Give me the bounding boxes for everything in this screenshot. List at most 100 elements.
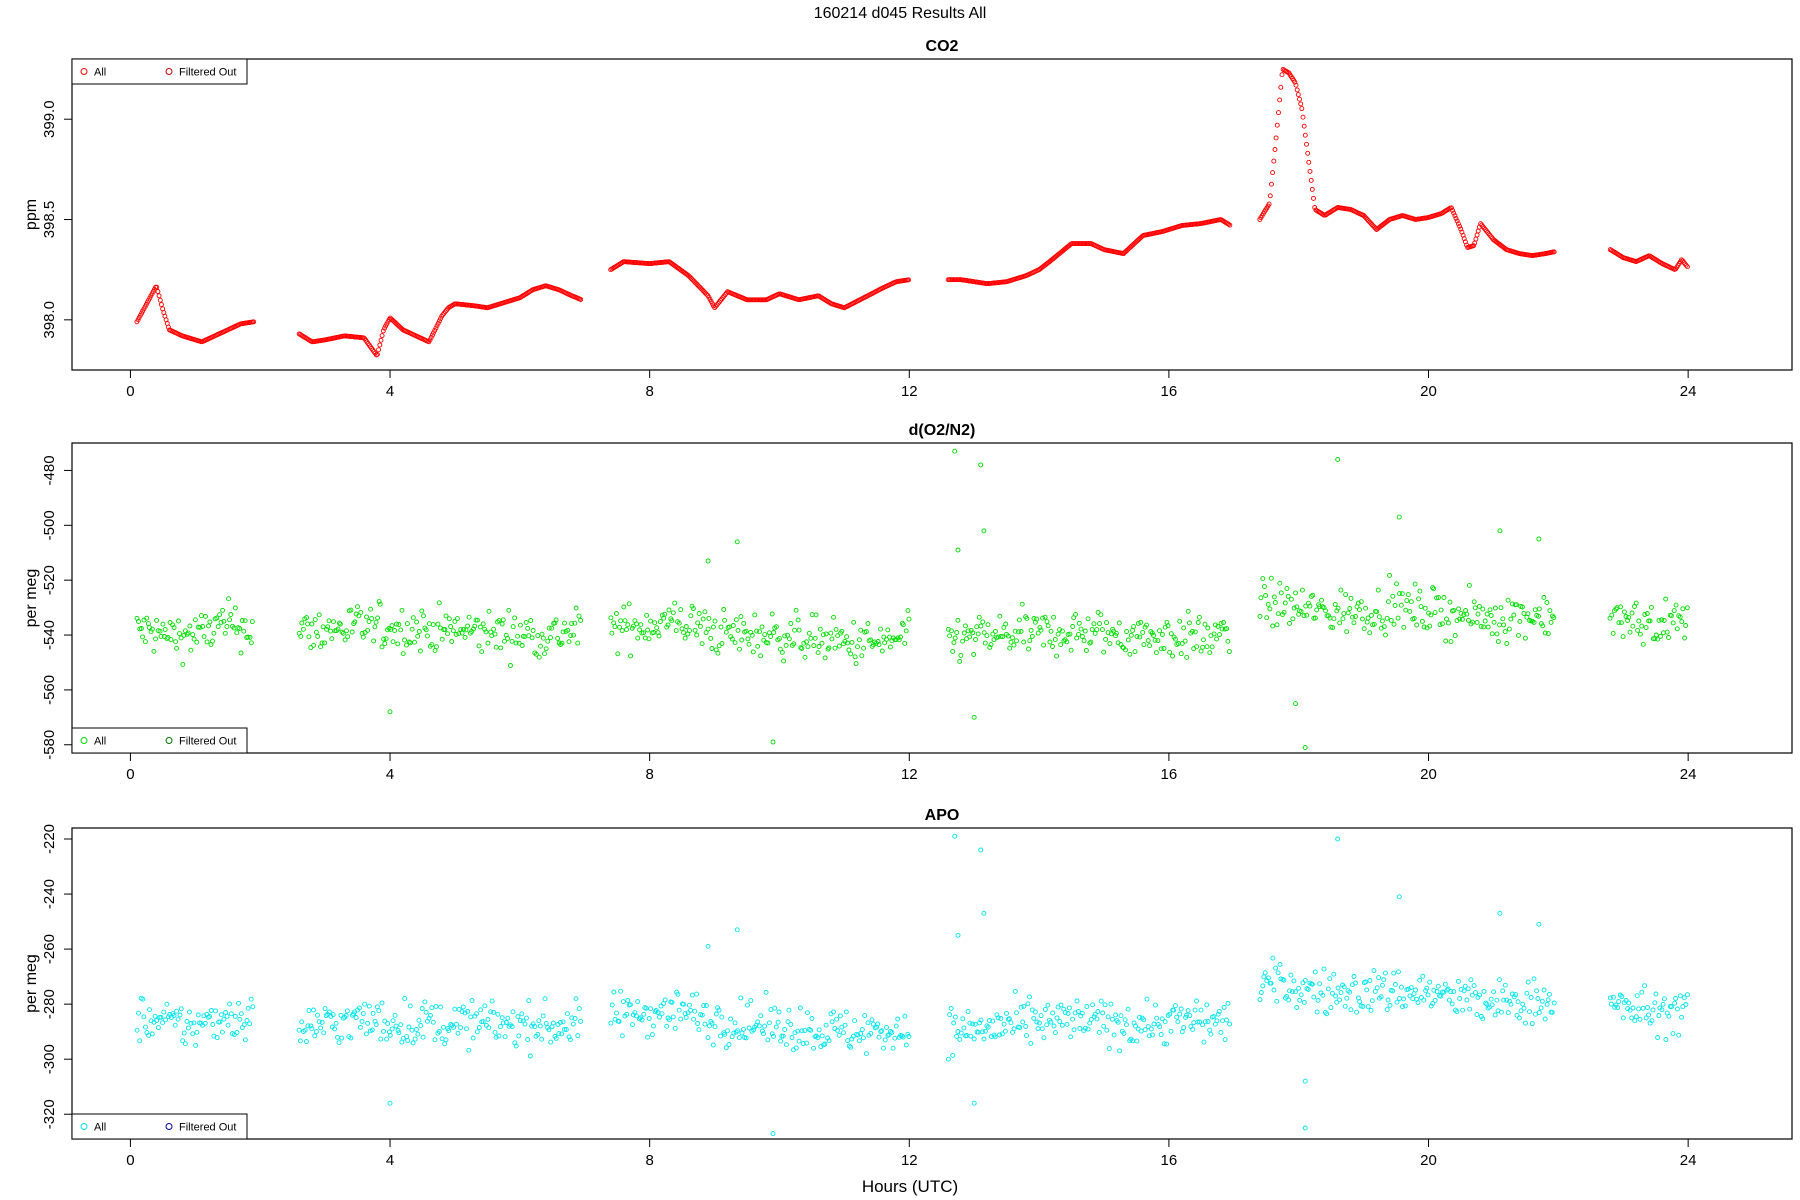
data-point (846, 1043, 852, 1049)
data-point (1548, 619, 1554, 625)
data-point (1168, 1028, 1174, 1034)
data-point (745, 1002, 750, 1008)
data-point (1331, 971, 1337, 977)
data-point (1021, 639, 1027, 645)
data-point (828, 630, 834, 636)
data-point (1272, 147, 1278, 152)
data-point (1367, 978, 1373, 983)
data-point (1506, 626, 1512, 632)
data-point (977, 1020, 983, 1026)
data-point (799, 1028, 805, 1034)
data-point (1378, 994, 1384, 1000)
data-point (200, 624, 206, 629)
data-point (342, 637, 348, 643)
data-point (902, 640, 908, 646)
data-point (1451, 210, 1457, 216)
data-point (154, 1018, 160, 1023)
data-point (1451, 989, 1457, 995)
data-point (486, 1025, 492, 1031)
data-point (1432, 997, 1438, 1003)
data-point (569, 621, 575, 627)
data-point (1145, 638, 1151, 644)
data-point (1488, 996, 1494, 1002)
legend-label: All (94, 736, 106, 748)
data-point (1204, 644, 1210, 650)
data-point (865, 1020, 871, 1026)
data-point (329, 636, 335, 642)
data-point (627, 1002, 633, 1008)
data-point (1304, 141, 1309, 147)
data-point (162, 627, 168, 632)
data-point (1115, 1019, 1121, 1025)
data-point (158, 633, 164, 639)
data-point (617, 624, 622, 630)
data-point (1149, 1032, 1155, 1038)
data-point (1335, 605, 1341, 611)
data-point (1171, 1007, 1177, 1013)
x-tick-label: 0 (126, 383, 134, 400)
data-point (174, 1008, 180, 1014)
data-point (755, 643, 761, 649)
data-point (192, 617, 198, 623)
data-point (436, 600, 442, 606)
data-point (1297, 997, 1303, 1003)
data-point (1364, 987, 1370, 993)
data-point (1459, 616, 1465, 622)
data-point (1304, 612, 1310, 618)
data-point (1059, 1022, 1065, 1028)
data-point (390, 1018, 396, 1024)
data-point (751, 1027, 757, 1033)
data-point (858, 627, 864, 633)
data-point (1005, 633, 1011, 639)
data-point (559, 1031, 565, 1037)
data-point (1284, 993, 1290, 999)
data-point (985, 622, 991, 628)
data-point (502, 1034, 508, 1040)
data-point (1301, 613, 1307, 619)
data-point (311, 642, 317, 648)
data-point (748, 998, 754, 1004)
data-point (1302, 745, 1308, 750)
data-point (1002, 1028, 1008, 1034)
data-point (1481, 988, 1487, 994)
data-point (509, 638, 515, 644)
data-point (387, 709, 393, 715)
data-point (1201, 637, 1206, 643)
data-point (485, 640, 491, 646)
data-point (193, 1042, 199, 1048)
data-point (1674, 1006, 1680, 1012)
data-point (207, 1013, 213, 1019)
data-point (776, 1009, 782, 1015)
data-point (1204, 1002, 1210, 1008)
data-point (155, 289, 161, 294)
data-point (1263, 593, 1269, 598)
data-point (1007, 645, 1013, 651)
data-point (211, 630, 217, 636)
data-point (1153, 650, 1159, 656)
data-point (438, 316, 443, 322)
data-point (1337, 997, 1342, 1003)
data-point (1416, 596, 1422, 602)
data-point (861, 645, 867, 651)
data-point (648, 1006, 654, 1012)
data-point (1042, 1007, 1048, 1012)
y-axis-label: per meg (23, 954, 40, 1013)
data-point (1155, 1021, 1161, 1027)
data-point (1157, 628, 1162, 634)
data-point (1285, 593, 1291, 599)
data-point (1277, 961, 1283, 967)
data-point (157, 628, 163, 634)
data-point (184, 1018, 190, 1024)
data-point (835, 633, 841, 639)
data-point (855, 644, 860, 650)
data-point (792, 627, 798, 633)
data-point (755, 1019, 761, 1025)
data-point (643, 1005, 649, 1011)
data-point (1539, 998, 1545, 1004)
data-point (1449, 1001, 1455, 1007)
data-point (1265, 601, 1271, 607)
data-point (1666, 635, 1671, 640)
data-point (238, 650, 244, 656)
data-point (493, 1034, 499, 1040)
x-tick-label: 0 (126, 766, 134, 783)
